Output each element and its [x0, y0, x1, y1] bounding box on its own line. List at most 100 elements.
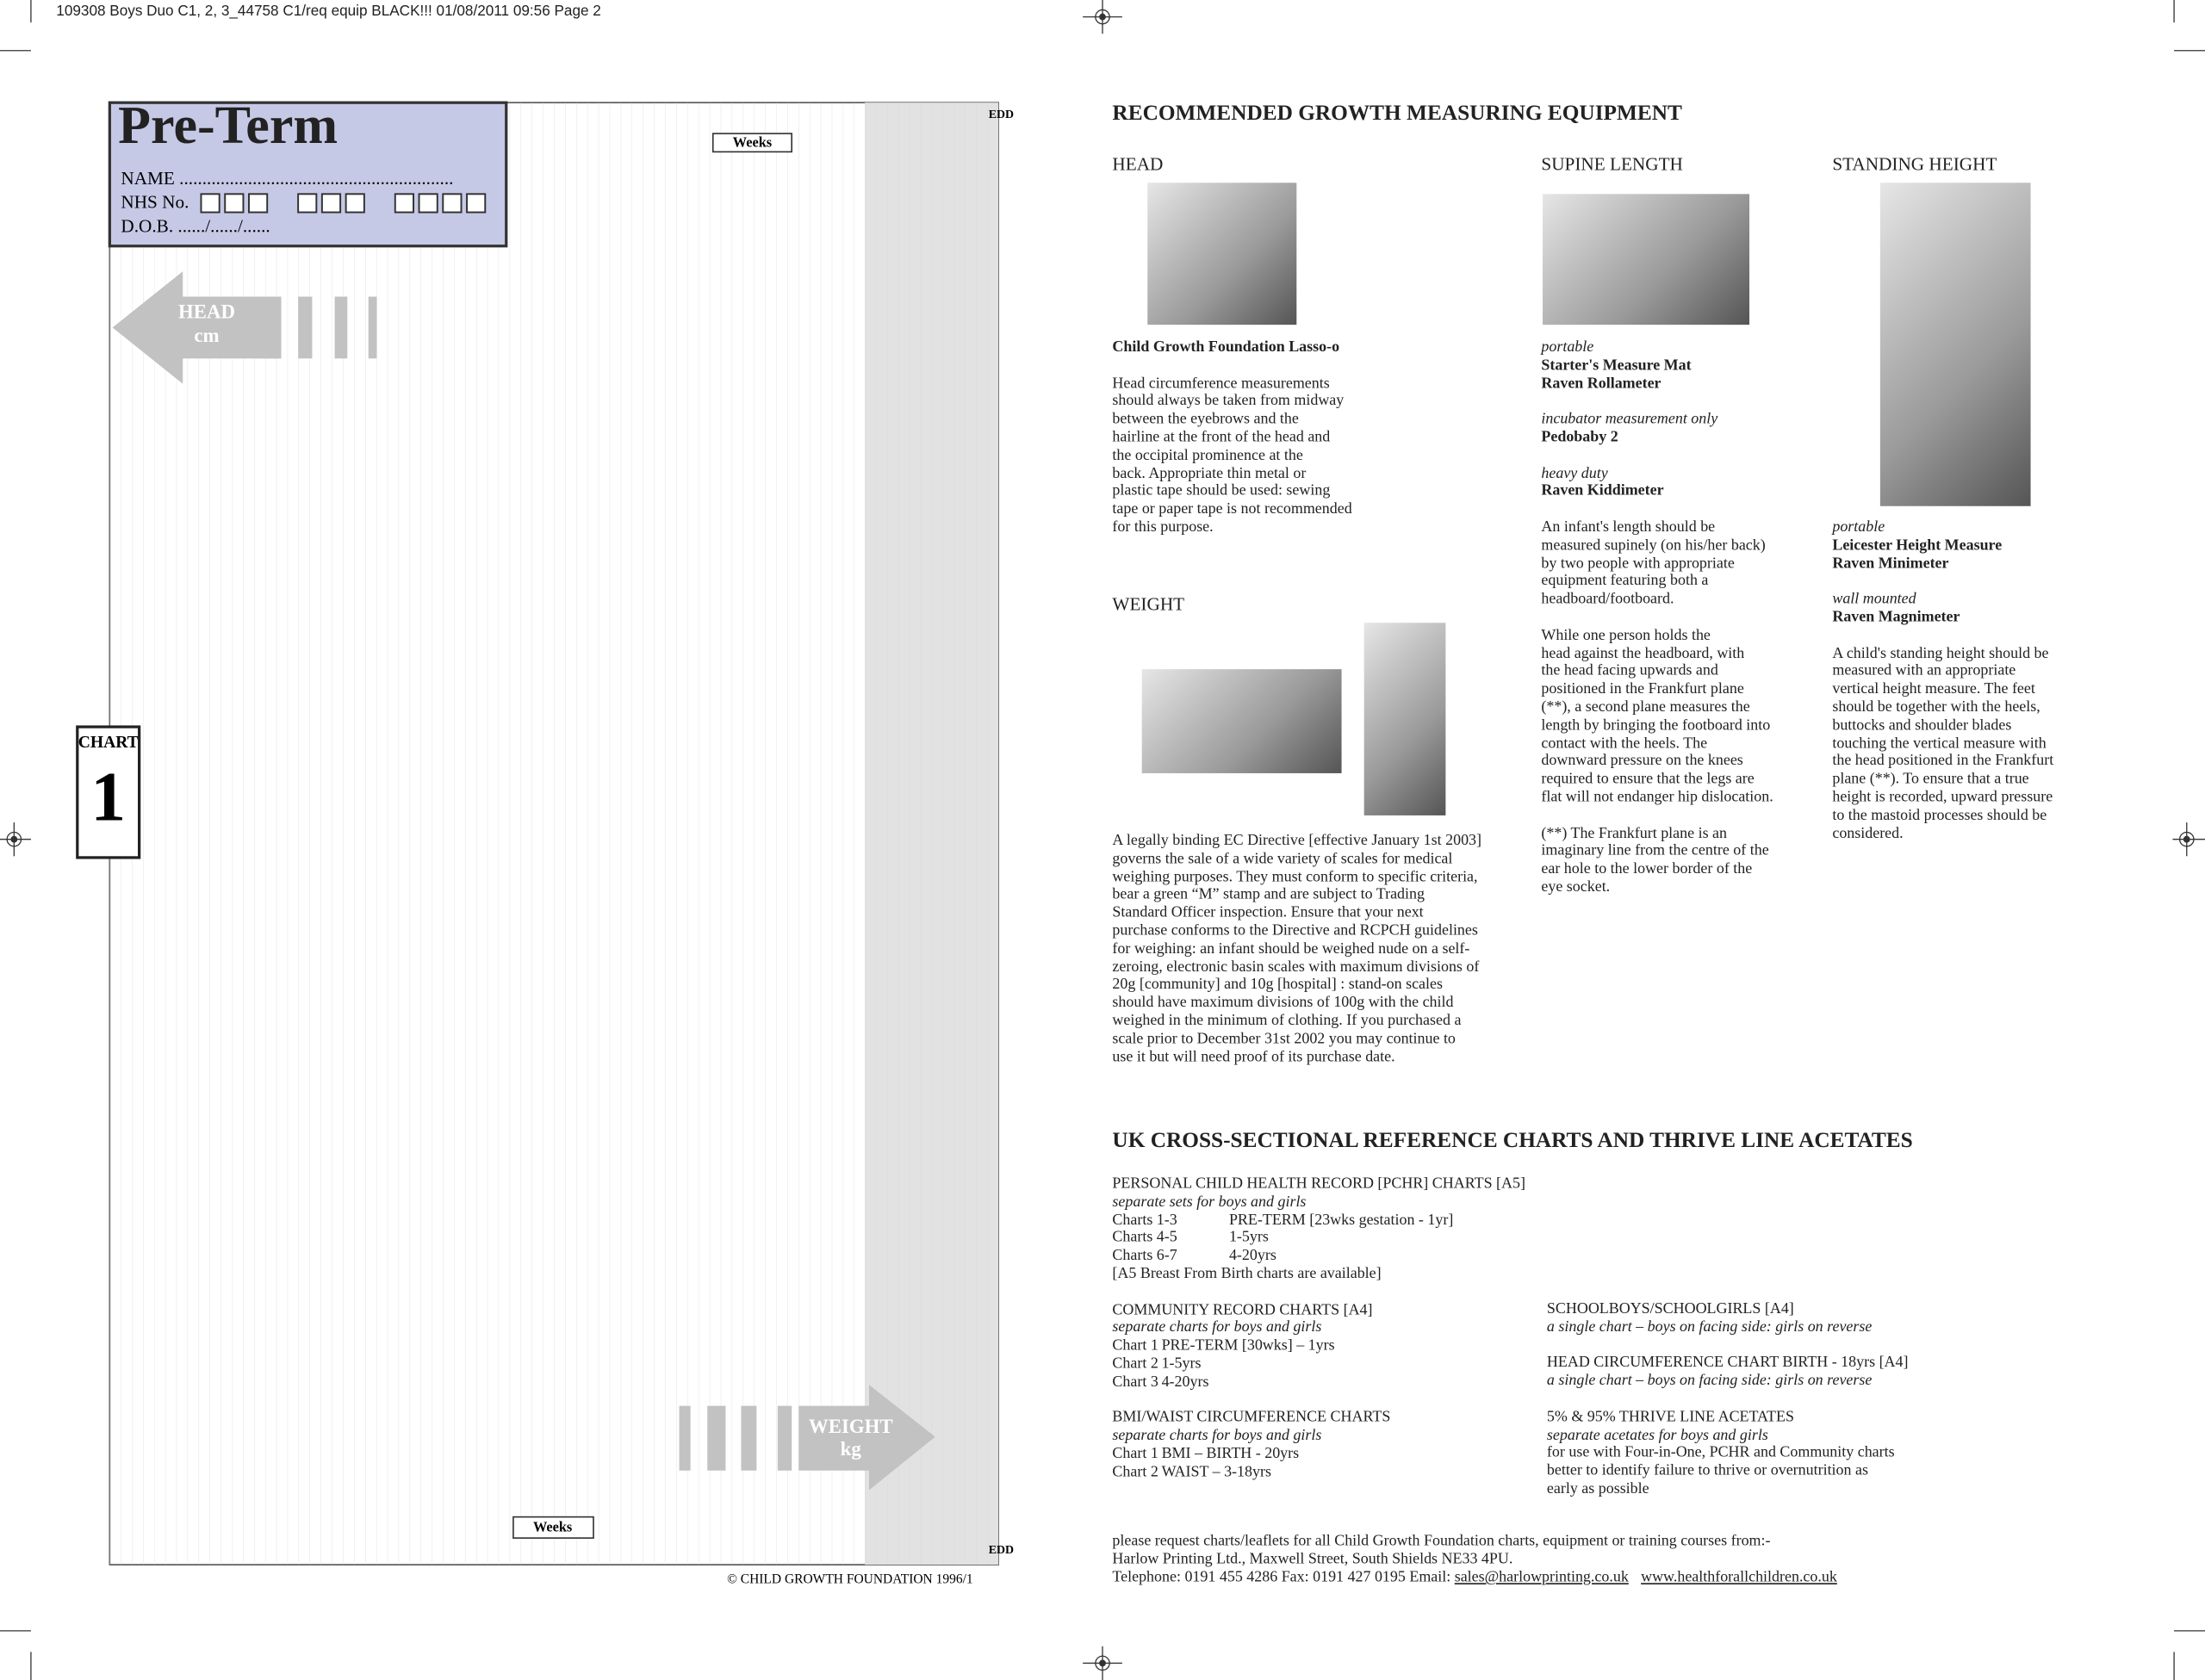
photo — [1141, 669, 1342, 773]
text-line: contact with the heels. The — [1541, 735, 1708, 752]
text-line: governs the sale of a wide variety of sc… — [1112, 850, 1453, 868]
text-line: A child's standing height should be — [1832, 644, 2049, 662]
file-info: 109308 Boys Duo C1, 2, 3_44758 C1/req eq… — [56, 3, 601, 20]
weight-label: WEIGHT — [809, 1416, 893, 1437]
chart-title: Pre-Term — [118, 96, 338, 155]
text-line: measured supinely (on his/her back) — [1541, 536, 1766, 554]
text-line: PRE-TERM [23wks gestation - 1yr] — [1228, 1211, 1454, 1229]
text-line: better to identify failure to thrive or … — [1546, 1462, 1868, 1479]
text-line: Charts 4-5 — [1112, 1229, 1177, 1247]
text-line: positioned in the Frankfurt plane — [1541, 680, 1744, 698]
text-line: head against the headboard, with — [1541, 644, 1745, 662]
text-line: should have maximum divisions of 100g wi… — [1112, 994, 1454, 1012]
text-line: (**) The Frankfurt plane is an — [1541, 824, 1728, 842]
text-line: eye socket. — [1541, 878, 1611, 896]
text-line: heavy duty — [1541, 464, 1608, 482]
text-line: imaginary line from the centre of the — [1541, 842, 1769, 860]
text-line: required to ensure that the legs are — [1541, 770, 1755, 788]
column-heading: HEAD — [1112, 152, 1164, 175]
weeks-label: Weeks — [733, 133, 772, 150]
text-line: COMMUNITY RECORD CHARTS [A4] — [1112, 1301, 1373, 1318]
chart-number: 1 — [90, 758, 126, 836]
text-line: An infant's length should be — [1541, 518, 1716, 536]
website-link[interactable]: www.healthforallchildren.co.uk — [1641, 1569, 1837, 1586]
column-heading: STANDING HEIGHT — [1832, 152, 1997, 175]
text-line: Chart 2 — [1112, 1463, 1158, 1480]
text-line: separate charts for boys and girls — [1112, 1319, 1322, 1336]
telephone: Telephone: 0191 455 4286 Fax: 0191 427 0… — [1112, 1569, 1451, 1586]
weight-arrow: WEIGHT kg — [679, 1385, 935, 1491]
text-line: zeroing, electronic basin scales with ma… — [1112, 958, 1480, 976]
text-line: to the mastoid processes should be — [1832, 806, 2047, 824]
text-line: 5% & 95% THRIVE LINE ACETATES — [1546, 1408, 1794, 1426]
head-arrow: HEAD cm — [112, 271, 377, 384]
text-line: WAIST – 3-18yrs — [1161, 1463, 1271, 1480]
text-line: HEAD CIRCUMFERENCE CHART BIRTH - 18yrs [… — [1546, 1354, 1909, 1372]
edd-label: EDD — [989, 1544, 1014, 1557]
text-line: portable — [1832, 518, 1885, 536]
weeks-box: Weeks — [512, 1516, 594, 1539]
name-field: NAME ...................................… — [121, 168, 453, 189]
weeks-label: Weeks — [533, 1518, 572, 1534]
text-line: buttocks and shoulder blades — [1832, 716, 2012, 734]
text-line: BMI/WAIST CIRCUMFERENCE CHARTS — [1112, 1409, 1391, 1427]
text-line: bear a green “M” stamp and are subject t… — [1112, 886, 1425, 903]
text-line: the head facing upwards and — [1541, 662, 1718, 680]
chart-label: CHART — [78, 734, 139, 752]
copyright: © CHILD GROWTH FOUNDATION 1996/1 — [727, 1572, 973, 1587]
text-line: Child Growth Foundation Lasso-o — [1112, 338, 1340, 356]
section-title: UK CROSS-SECTIONAL REFERENCE CHARTS AND … — [1112, 1129, 1913, 1153]
text-line: ear hole to the lower border of the — [1541, 860, 1753, 878]
id-box: Pre-Term NAME ..........................… — [108, 96, 508, 248]
text-line: height is recorded, upward pressure — [1832, 788, 2053, 806]
column-heading: SUPINE LENGTH — [1541, 152, 1683, 175]
text-line: While one person holds the — [1541, 626, 1711, 644]
text-line: weighed in the minimum of clothing. If y… — [1112, 1012, 1462, 1030]
text-line: measured with an appropriate — [1832, 662, 2016, 680]
text-line: separate acetates for boys and girls — [1546, 1426, 1768, 1444]
text-line: please request charts/leaflets for all C… — [1112, 1532, 1771, 1550]
text-line: Starter's Measure Mat — [1541, 356, 1692, 374]
text-line: vertical height measure. The feet — [1832, 680, 2035, 698]
email-link[interactable]: sales@harlowprinting.co.uk — [1454, 1569, 1629, 1586]
nhs-field: NHS No. — [121, 192, 189, 213]
text-line: Charts 1-3 — [1112, 1211, 1177, 1229]
weight-unit: kg — [841, 1438, 862, 1460]
text-line: Leicester Height Measure — [1832, 536, 2003, 554]
text-line: downward pressure on the knees — [1541, 753, 1743, 770]
text-line: (**), a second plane measures the — [1541, 698, 1750, 716]
text-line: wall mounted — [1832, 591, 1916, 608]
text-line: Raven Kiddimeter — [1541, 482, 1664, 500]
text-line: 4-20yrs — [1161, 1373, 1209, 1391]
text-line: 1-5yrs — [1161, 1355, 1202, 1373]
text-line: a single chart – boys on facing side: gi… — [1546, 1318, 1873, 1336]
text-line: use it but will need proof of its purcha… — [1112, 1048, 1395, 1065]
text-line: for this purpose. — [1112, 518, 1214, 536]
text-line: 20g [community] and 10g [hospital] : sta… — [1112, 976, 1443, 994]
text-line: Head circumference measurements — [1112, 375, 1330, 392]
column-heading: WEIGHT — [1112, 592, 1185, 615]
text-line: separate charts for boys and girls — [1112, 1427, 1322, 1445]
text-line: portable — [1541, 338, 1594, 356]
text-line: SCHOOLBOYS/SCHOOLGIRLS [A4] — [1546, 1300, 1794, 1317]
text-line: Chart 3 — [1112, 1373, 1158, 1391]
text-line: Charts 6-7 — [1112, 1247, 1177, 1265]
photo — [1363, 623, 1446, 815]
text-line: by two people with appropriate — [1541, 555, 1735, 572]
text-line: 4-20yrs — [1228, 1247, 1276, 1265]
text-line: Raven Rollameter — [1541, 375, 1662, 392]
head-unit: cm — [194, 325, 219, 346]
text-line: Raven Minimeter — [1832, 555, 1949, 572]
text-line: scale prior to December 31st 2002 you ma… — [1112, 1030, 1456, 1047]
text-line: A legally binding EC Directive [effectiv… — [1112, 832, 1482, 850]
text-line: [A5 Breast From Birth charts are availab… — [1112, 1265, 1382, 1282]
text-line: Chart 1 — [1112, 1336, 1158, 1355]
text-line: for weighing: an infant should be weighe… — [1112, 939, 1470, 958]
text-line: PRE-TERM [30wks] – 1yrs — [1161, 1336, 1335, 1355]
head-label: HEAD — [178, 301, 235, 322]
text-line: the occipital prominence at the — [1112, 446, 1303, 464]
edd-label: EDD — [989, 108, 1014, 121]
